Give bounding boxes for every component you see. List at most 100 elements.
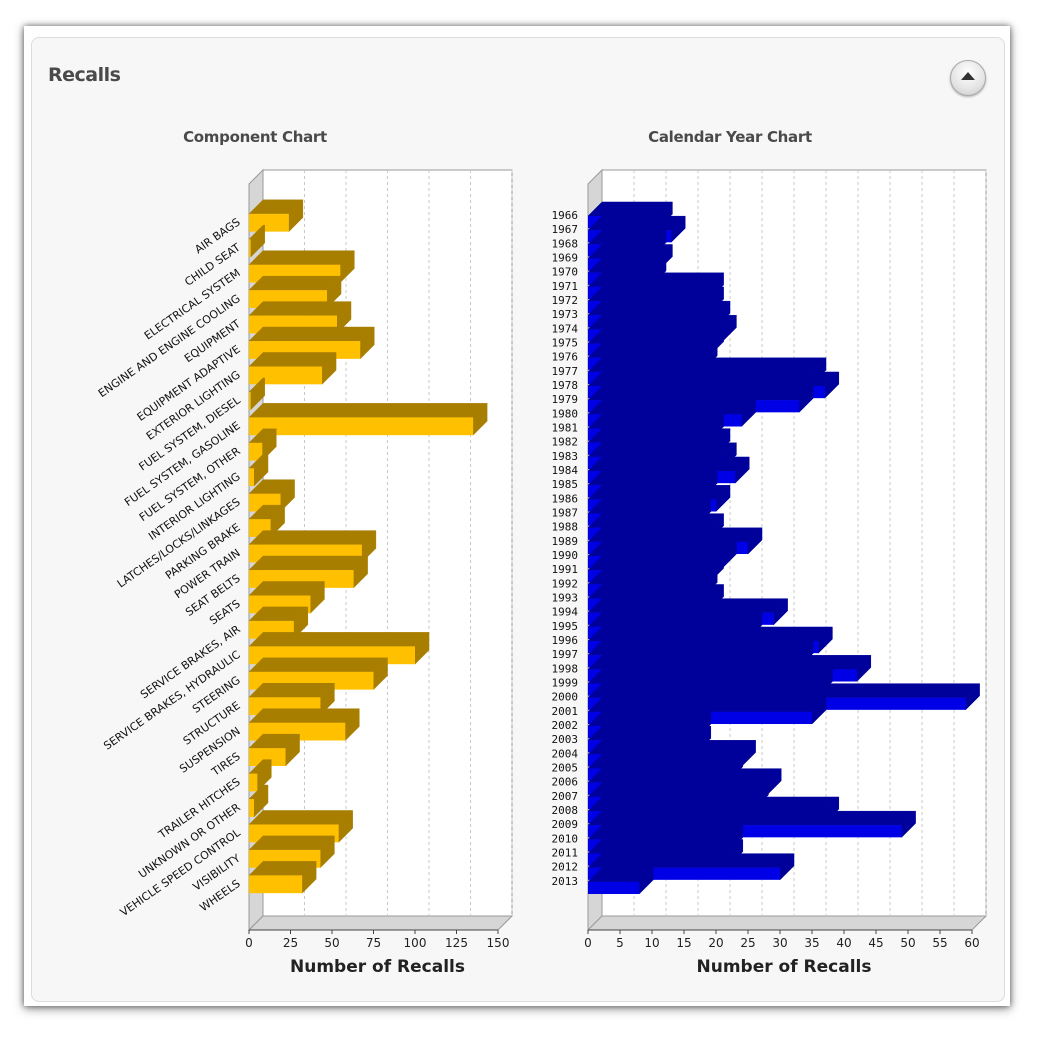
year-bar-top — [587, 371, 840, 387]
year-x-tick-label: 40 — [836, 936, 851, 950]
component-bar — [249, 799, 254, 817]
year-category-label: 1971 — [552, 280, 579, 293]
component-bar — [249, 213, 289, 232]
year-category-label: 2009 — [552, 818, 579, 831]
year-category-label: 2003 — [552, 733, 579, 746]
year-category-label: 1972 — [552, 294, 579, 307]
component-bar-side — [310, 580, 325, 614]
component-bar — [249, 748, 286, 766]
year-category-label: 1978 — [552, 379, 579, 392]
component-x-tick-label: 25 — [283, 936, 298, 950]
year-category-label: 1991 — [552, 563, 579, 576]
year-bar-top — [587, 810, 917, 826]
year-category-label: 1975 — [552, 337, 579, 350]
year-bar-top — [587, 669, 834, 684]
component-x-tick-label: 100 — [404, 936, 427, 950]
year-x-tick-label: 15 — [676, 936, 691, 950]
component-bar-top — [248, 555, 369, 571]
year-floor — [586, 915, 988, 931]
year-bar-top — [587, 414, 725, 429]
year-bar-top — [587, 697, 827, 713]
year-bar-top — [587, 711, 712, 727]
component-bar — [249, 366, 323, 385]
component-floor — [247, 915, 514, 931]
year-bar-top — [587, 740, 757, 755]
year-category-label: 2011 — [552, 847, 579, 860]
year-bar-top — [587, 513, 725, 528]
year-bar-top — [587, 442, 738, 458]
year-x-tick-label: 20 — [708, 936, 723, 950]
year-bar-top — [587, 825, 744, 840]
component-x-tick-label: 0 — [245, 936, 253, 950]
component-x-tick-label: 150 — [487, 936, 510, 950]
year-category-label: 2012 — [552, 861, 579, 874]
component-bar-top — [248, 708, 360, 723]
component-bar-top — [248, 403, 488, 418]
year-bar-top — [587, 357, 827, 373]
collapse-button[interactable] — [950, 60, 986, 96]
year-x-axis-label: Number of Recalls — [697, 957, 872, 977]
year-category-label: 1996 — [552, 634, 579, 647]
year-bar-top — [587, 541, 738, 557]
year-category-label: 1980 — [552, 407, 579, 420]
year-x-tick-label: 10 — [644, 936, 659, 950]
component-chart-title: Component Chart — [183, 128, 327, 146]
year-bar-top — [587, 598, 789, 613]
component-x-axis-label: Number of Recalls — [290, 957, 465, 977]
component-bar-top — [248, 250, 355, 265]
year-bar-top — [587, 796, 840, 812]
year-bar-top — [587, 400, 757, 415]
year-category-label: 1998 — [552, 662, 579, 675]
year-bar-top — [587, 640, 814, 656]
year-category-label: 1999 — [552, 677, 579, 690]
year-x-tick-label: 5 — [616, 936, 624, 950]
component-bar — [249, 391, 251, 410]
year-bar-top — [587, 428, 731, 443]
year-category-label: 1973 — [552, 308, 579, 321]
year-category-label: 1981 — [552, 422, 579, 435]
year-category-label: 1979 — [552, 393, 579, 406]
year-category-label: 1969 — [552, 252, 579, 265]
year-category-label: 2010 — [552, 832, 579, 845]
year-category-label: 1970 — [552, 266, 579, 279]
year-x-tick-label: 60 — [964, 936, 979, 950]
component-x-tick-label: 125 — [445, 936, 468, 950]
year-category-label: 1983 — [552, 450, 579, 463]
year-x-tick-label: 25 — [740, 936, 755, 950]
component-bar-top — [248, 810, 354, 825]
calendar-year-chart-title: Calendar Year Chart — [648, 128, 812, 146]
component-bar-top — [248, 326, 375, 342]
year-category-label: 2000 — [552, 691, 579, 704]
year-bar-top — [587, 555, 725, 571]
year-category-label: 2007 — [552, 790, 579, 803]
year-category-label: 2006 — [552, 776, 579, 789]
year-bar-top — [587, 343, 718, 358]
chevron-up-icon — [961, 72, 975, 80]
year-category-label: 1992 — [552, 577, 579, 590]
component-bar-top — [248, 530, 377, 545]
component-x-tick-label: 75 — [366, 936, 381, 950]
year-bar-top — [587, 612, 763, 628]
year-bar-top — [587, 499, 712, 514]
year-category-label: 1993 — [552, 592, 579, 605]
year-category-label: 2001 — [552, 705, 579, 718]
year-bar-top — [587, 215, 686, 231]
year-category-label: 1997 — [552, 648, 579, 661]
year-bar-top — [587, 782, 770, 798]
panel-title: Recalls — [48, 64, 121, 86]
year-bar — [588, 881, 640, 895]
component-bar — [249, 239, 251, 258]
year-category-label: 1976 — [552, 351, 579, 364]
component-bar-top — [248, 301, 352, 316]
year-x-tick-label: 55 — [932, 936, 947, 950]
component-bar-top — [248, 352, 337, 367]
year-category-label: 1974 — [552, 322, 579, 335]
year-bar-top — [587, 286, 725, 302]
year-category-label: 1989 — [552, 535, 579, 548]
year-bar-top — [587, 300, 731, 316]
year-category-label: 2013 — [552, 875, 579, 888]
year-bar-top — [587, 385, 814, 401]
year-category-label: 1977 — [552, 365, 579, 378]
component-bar — [249, 875, 303, 894]
